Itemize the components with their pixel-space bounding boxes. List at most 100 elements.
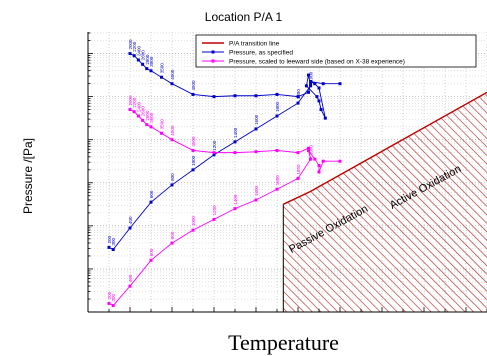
data-point: [111, 248, 115, 252]
chart-title: Location P/A 1: [204, 10, 283, 24]
data-point: [141, 62, 145, 66]
data-point: [132, 110, 136, 114]
point-label: 1800: [275, 101, 280, 112]
data-point: [136, 58, 140, 62]
point-label: 1000: [191, 216, 196, 227]
point-label: 2200: [132, 97, 137, 108]
data-point: [170, 82, 174, 86]
data-point: [111, 304, 115, 308]
data-point: [309, 157, 313, 161]
point-label: 1000: [191, 155, 196, 166]
data-point: [313, 157, 317, 161]
point-label: 300: [111, 238, 116, 246]
legend-label: P/A transition line: [229, 41, 280, 48]
point-label: 1600: [254, 185, 259, 196]
data-point: [275, 114, 279, 118]
point-label: 800: [170, 173, 175, 181]
data-point: [296, 176, 300, 180]
data-point: [296, 151, 300, 155]
legend-marker: [211, 59, 215, 63]
data-point: [170, 241, 174, 245]
data-point: [233, 94, 237, 98]
point-label: 600: [149, 190, 154, 198]
data-point: [307, 73, 310, 77]
point-label: 4000: [170, 125, 175, 136]
series-line-2: [129, 53, 312, 98]
point-label: 1400: [233, 127, 238, 138]
data-point: [160, 75, 163, 79]
data-point: [233, 151, 237, 155]
data-point: [128, 226, 132, 230]
data-point: [275, 92, 279, 96]
data-point: [212, 217, 216, 221]
point-label: 4000: [170, 69, 175, 80]
point-label: 3500: [160, 63, 165, 74]
data-point: [145, 123, 149, 127]
data-point: [132, 54, 136, 58]
x-axis-label: Temperature: [228, 330, 339, 355]
point-label: 400: [128, 216, 133, 224]
data-point: [309, 82, 313, 86]
data-point: [145, 67, 149, 71]
data-point: [313, 82, 317, 86]
data-point: [149, 69, 153, 73]
data-point: [107, 301, 111, 305]
data-point: [321, 159, 325, 163]
data-point: [128, 52, 132, 56]
data-point: [275, 148, 279, 152]
point-label: 2000: [128, 95, 133, 106]
data-point: [170, 183, 174, 187]
data-point: [319, 108, 323, 112]
data-point: [149, 200, 153, 204]
data-point: [149, 258, 153, 262]
point-label: 3000: [149, 56, 154, 67]
data-point: [160, 131, 163, 135]
point-label: 600: [149, 248, 154, 256]
point-label: 1850: [296, 89, 301, 100]
data-point: [212, 95, 216, 99]
data-point: [254, 127, 258, 131]
point-label: 400: [128, 274, 133, 282]
point-label: 4500: [191, 80, 196, 91]
point-label: 3500: [160, 119, 165, 130]
data-point: [136, 114, 140, 118]
data-point: [275, 187, 279, 191]
point-label: 1400: [233, 194, 238, 205]
data-point: [321, 82, 325, 86]
data-point: [191, 92, 195, 96]
data-point: [296, 95, 300, 99]
data-point: [191, 228, 195, 232]
point-label: 2400: [136, 101, 141, 112]
point-label: 2200: [132, 41, 137, 52]
data-point: [212, 151, 216, 155]
data-point: [128, 108, 132, 112]
legend-label: Pressure, scaled to leeward side (based …: [229, 59, 405, 66]
data-point: [307, 146, 310, 150]
point-label: 2000: [128, 39, 133, 50]
data-point: [233, 140, 237, 144]
point-label: 200: [107, 291, 112, 299]
point-label: 200: [107, 235, 112, 243]
point-label: 1900: [309, 145, 314, 156]
data-point: [107, 245, 111, 249]
data-point: [317, 170, 321, 174]
point-label: 2400: [136, 45, 141, 56]
point-label: 300: [111, 294, 116, 302]
point-label: 4500: [191, 136, 196, 147]
data-point: [128, 284, 132, 288]
data-point: [254, 198, 258, 202]
data-point: [309, 80, 313, 84]
data-point: [254, 94, 258, 98]
legend-label: Pressure, as specified: [229, 50, 293, 57]
point-label: 800: [170, 231, 175, 239]
point-label: 1200: [212, 205, 217, 216]
data-point: [296, 101, 300, 105]
point-label: 1800: [275, 175, 280, 186]
legend-box: [195, 34, 477, 68]
legend-marker: [211, 50, 215, 54]
data-point: [323, 116, 327, 120]
data-point: [191, 148, 195, 152]
point-label: 2800: [145, 54, 150, 65]
data-point: [317, 164, 321, 168]
